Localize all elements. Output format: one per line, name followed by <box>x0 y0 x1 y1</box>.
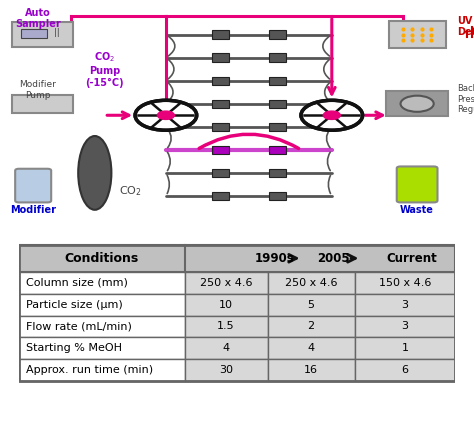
Text: Back
Pressure
Regulator: Back Pressure Regulator <box>457 84 474 114</box>
Text: Auto
Sampler: Auto Sampler <box>15 8 61 29</box>
Ellipse shape <box>78 136 111 210</box>
Text: 1.5: 1.5 <box>217 321 235 332</box>
FancyBboxPatch shape <box>269 123 286 131</box>
Text: 250 x 4.6: 250 x 4.6 <box>200 277 252 288</box>
Bar <box>355 360 455 381</box>
FancyBboxPatch shape <box>269 77 286 85</box>
FancyBboxPatch shape <box>397 166 438 203</box>
FancyBboxPatch shape <box>212 77 229 85</box>
Bar <box>19 272 185 294</box>
Bar <box>355 338 455 360</box>
FancyBboxPatch shape <box>212 123 229 131</box>
FancyBboxPatch shape <box>12 94 73 113</box>
Text: Flow rate (mL/min): Flow rate (mL/min) <box>26 321 131 332</box>
FancyBboxPatch shape <box>212 169 229 177</box>
Bar <box>267 294 355 316</box>
Text: Waste: Waste <box>400 205 434 215</box>
FancyBboxPatch shape <box>12 22 73 47</box>
Text: CO$_2$
Pump
(-15°C): CO$_2$ Pump (-15°C) <box>85 51 124 88</box>
FancyBboxPatch shape <box>269 99 286 108</box>
Bar <box>185 272 267 294</box>
Bar <box>19 338 185 360</box>
FancyBboxPatch shape <box>269 192 286 200</box>
Text: Modifier
Pump: Modifier Pump <box>19 80 56 99</box>
Bar <box>267 316 355 338</box>
Text: 5: 5 <box>308 299 315 310</box>
Circle shape <box>135 100 197 130</box>
Bar <box>185 360 267 381</box>
Text: 1: 1 <box>401 343 409 354</box>
Text: 2: 2 <box>308 321 315 332</box>
Bar <box>19 245 455 272</box>
FancyBboxPatch shape <box>212 30 229 39</box>
Circle shape <box>157 111 174 119</box>
Bar <box>19 360 185 381</box>
Text: CO$_2$: CO$_2$ <box>118 184 141 198</box>
Text: 4: 4 <box>222 343 230 354</box>
FancyBboxPatch shape <box>212 146 229 154</box>
FancyBboxPatch shape <box>15 169 51 203</box>
Text: 1990s: 1990s <box>254 252 294 265</box>
FancyBboxPatch shape <box>389 21 446 48</box>
Text: 30: 30 <box>219 365 233 375</box>
Circle shape <box>301 100 363 130</box>
FancyBboxPatch shape <box>212 192 229 200</box>
Text: 16: 16 <box>304 365 318 375</box>
Bar <box>21 29 47 38</box>
Text: 3: 3 <box>401 299 409 310</box>
Circle shape <box>401 96 434 112</box>
FancyBboxPatch shape <box>269 53 286 62</box>
Bar <box>185 338 267 360</box>
Text: Column size (mm): Column size (mm) <box>26 277 128 288</box>
Text: Current: Current <box>386 252 437 265</box>
Circle shape <box>323 111 340 119</box>
Text: Conditions: Conditions <box>64 252 139 265</box>
Text: Particle size (μm): Particle size (μm) <box>26 299 122 310</box>
Bar <box>355 272 455 294</box>
Text: 2005: 2005 <box>317 252 349 265</box>
Bar <box>19 316 185 338</box>
FancyBboxPatch shape <box>269 146 286 154</box>
Text: UV
Detector: UV Detector <box>457 16 474 37</box>
FancyBboxPatch shape <box>269 30 286 39</box>
Text: ||: || <box>54 28 60 37</box>
Text: Starting % MeOH: Starting % MeOH <box>26 343 121 354</box>
Bar <box>19 245 455 381</box>
Bar <box>19 294 185 316</box>
FancyBboxPatch shape <box>386 91 448 116</box>
Bar <box>267 338 355 360</box>
Bar <box>355 316 455 338</box>
FancyBboxPatch shape <box>212 99 229 108</box>
Bar <box>355 294 455 316</box>
Bar <box>267 272 355 294</box>
Text: 3: 3 <box>401 321 409 332</box>
Text: 6: 6 <box>401 365 409 375</box>
FancyBboxPatch shape <box>212 53 229 62</box>
FancyBboxPatch shape <box>269 169 286 177</box>
Text: Approx. run time (min): Approx. run time (min) <box>26 365 153 375</box>
Text: 150 x 4.6: 150 x 4.6 <box>379 277 431 288</box>
Bar <box>185 294 267 316</box>
Text: 4: 4 <box>308 343 315 354</box>
Text: 10: 10 <box>219 299 233 310</box>
Text: Modifier: Modifier <box>10 205 56 215</box>
Bar <box>185 316 267 338</box>
Text: 250 x 4.6: 250 x 4.6 <box>285 277 337 288</box>
Bar <box>267 360 355 381</box>
